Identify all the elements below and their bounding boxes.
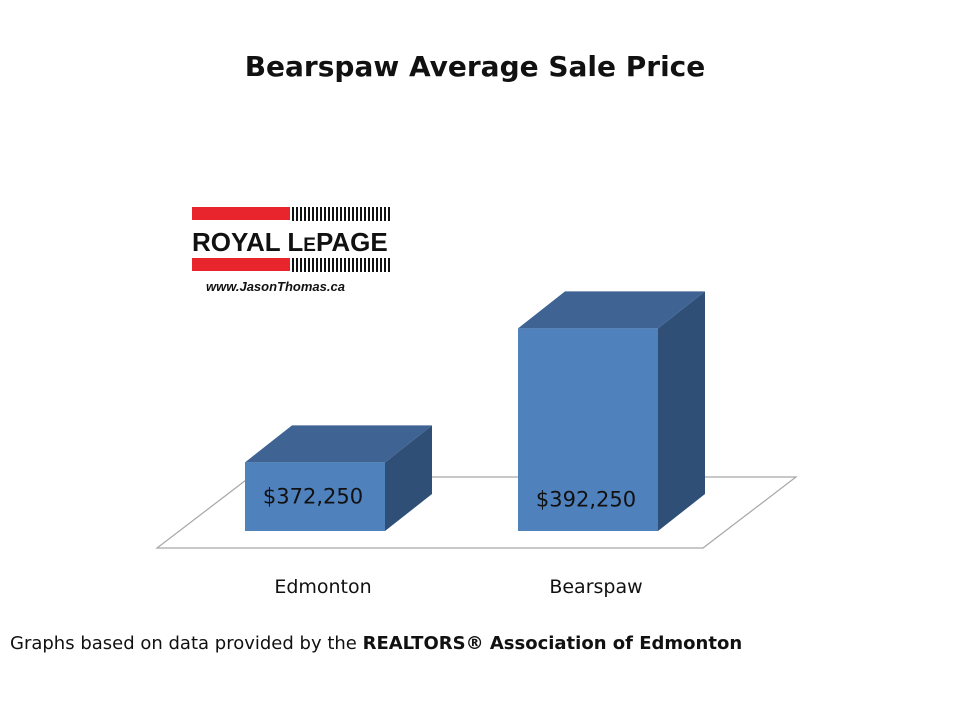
- source-note-association: REALTORS® Association of Edmonton: [362, 633, 743, 654]
- bar-edmonton: $372,250: [245, 425, 432, 531]
- bar-side: [658, 291, 705, 531]
- logo-red-band-top: [192, 207, 290, 220]
- bar-value-label: $372,250: [263, 485, 363, 509]
- bar-side: [385, 425, 432, 531]
- chart-title: Bearspaw Average Sale Price: [244, 50, 706, 83]
- logo-red-band-bottom: [192, 258, 290, 271]
- bar-top: [245, 425, 432, 463]
- x-tick-label: Edmonton: [274, 576, 371, 598]
- royal-lepage-logo: ROYAL LEPAGE www.JasonThomas.ca: [192, 207, 394, 297]
- source-note: Graphs based on data provided by the REA…: [10, 633, 742, 654]
- logo-wordmark: ROYAL LEPAGE: [192, 227, 388, 257]
- logo-barcode-top: [292, 207, 390, 221]
- bar-front: [518, 328, 658, 531]
- bar-front: [245, 462, 385, 531]
- source-note-prefix: Graphs based on data provided by the: [10, 633, 363, 654]
- logo-url: www.JasonThomas.ca: [206, 279, 345, 294]
- x-tick-label: Bearspaw: [549, 576, 642, 598]
- bar-bearspaw: $392,250: [518, 291, 705, 531]
- bar-value-label: $392,250: [536, 487, 636, 511]
- logo-barcode-bottom: [292, 258, 390, 272]
- bar-top: [518, 291, 705, 329]
